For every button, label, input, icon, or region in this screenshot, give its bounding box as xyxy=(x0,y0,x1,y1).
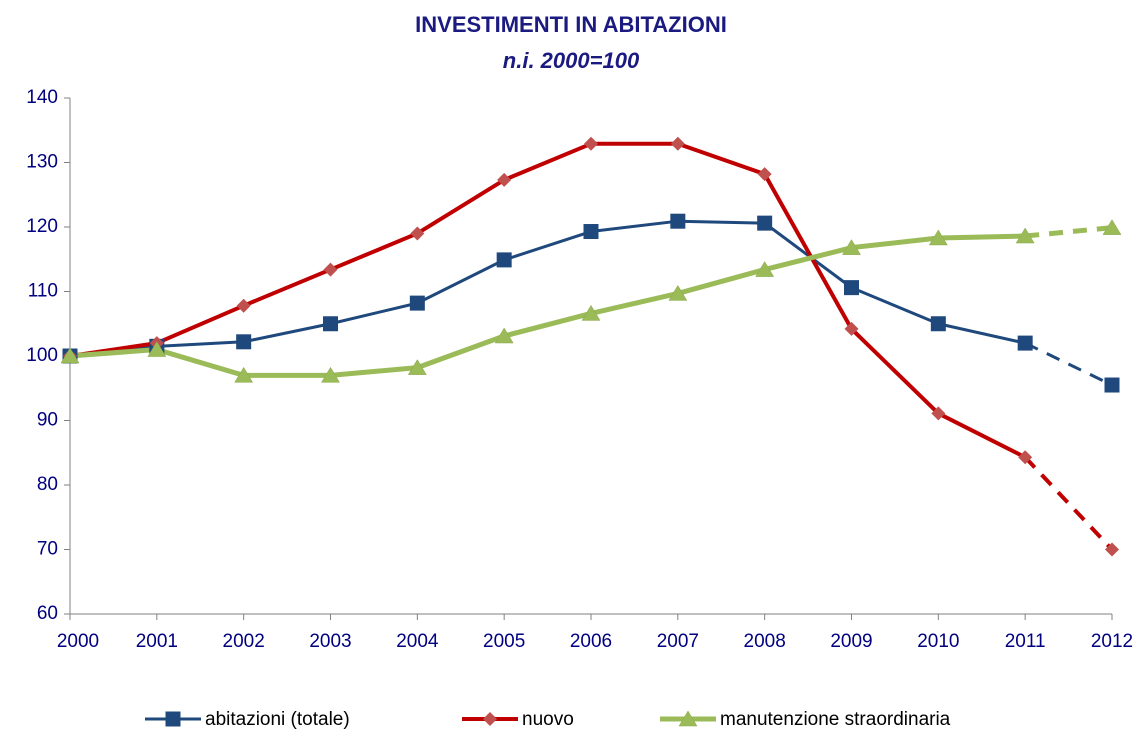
marker xyxy=(844,321,859,336)
chart-subtitle: n.i. 2000=100 xyxy=(503,48,640,73)
x-tick-label: 2012 xyxy=(1091,631,1133,652)
marker xyxy=(670,213,686,229)
marker xyxy=(323,262,338,277)
marker xyxy=(496,252,512,268)
y-tick-label: 60 xyxy=(37,603,58,624)
series-line xyxy=(1024,341,1113,387)
x-tick-label: 2002 xyxy=(223,631,265,652)
marker xyxy=(236,298,251,313)
marker xyxy=(497,172,512,187)
legend-label: nuovo xyxy=(522,709,574,730)
x-tick-label: 2008 xyxy=(744,631,786,652)
series-line xyxy=(69,141,1027,460)
chart-title: INVESTIMENTI IN ABITAZIONI xyxy=(415,12,727,37)
marker xyxy=(409,295,425,311)
y-tick-label: 100 xyxy=(26,345,58,366)
marker xyxy=(236,334,252,350)
y-tick-label: 130 xyxy=(26,152,58,173)
marker xyxy=(494,327,514,344)
marker xyxy=(147,341,167,357)
series-line xyxy=(1023,455,1114,551)
marker xyxy=(1017,335,1033,351)
marker xyxy=(321,366,340,383)
marker xyxy=(581,304,601,321)
series-line xyxy=(69,219,1026,358)
marker xyxy=(931,406,946,421)
marker xyxy=(584,136,598,151)
x-tick-label: 2003 xyxy=(309,631,351,652)
marker xyxy=(483,712,497,726)
marker xyxy=(757,167,772,182)
marker xyxy=(842,239,861,255)
marker xyxy=(678,710,698,727)
series-line xyxy=(1024,225,1113,239)
y-tick-label: 140 xyxy=(26,87,58,108)
x-tick-label: 2010 xyxy=(917,631,959,652)
y-tick-label: 90 xyxy=(37,410,58,431)
x-tick-label: 2004 xyxy=(396,631,439,652)
x-tick-label: 2009 xyxy=(830,631,872,652)
marker xyxy=(1102,219,1122,235)
marker xyxy=(757,215,773,231)
marker xyxy=(323,316,338,332)
y-tick-label: 110 xyxy=(28,281,58,302)
marker xyxy=(60,347,80,364)
legend-label: abitazioni (totale) xyxy=(205,709,350,730)
marker xyxy=(755,261,775,277)
marker xyxy=(583,224,599,240)
marker xyxy=(1018,450,1033,465)
y-tick-label: 120 xyxy=(26,216,58,237)
marker xyxy=(407,359,427,375)
x-tick-label: 2006 xyxy=(570,631,612,652)
x-tick-label: 2011 xyxy=(1005,631,1046,652)
x-tick-label: 2000 xyxy=(57,631,99,652)
marker xyxy=(165,711,181,727)
series-line xyxy=(69,233,1026,378)
marker xyxy=(410,226,425,241)
legend-label: manutenzione straordinaria xyxy=(720,709,951,730)
marker xyxy=(670,136,685,151)
marker xyxy=(1104,377,1120,393)
marker xyxy=(1105,542,1119,557)
y-tick-label: 70 xyxy=(37,539,58,560)
x-tick-label: 2005 xyxy=(483,631,525,652)
y-tick-label: 80 xyxy=(37,474,58,495)
marker xyxy=(930,316,946,332)
marker xyxy=(1015,227,1035,244)
marker xyxy=(844,280,859,296)
marker xyxy=(928,229,948,246)
marker xyxy=(234,366,254,383)
x-tick-label: 2007 xyxy=(657,631,699,652)
marker xyxy=(668,284,688,301)
x-tick-label: 2001 xyxy=(136,631,178,652)
